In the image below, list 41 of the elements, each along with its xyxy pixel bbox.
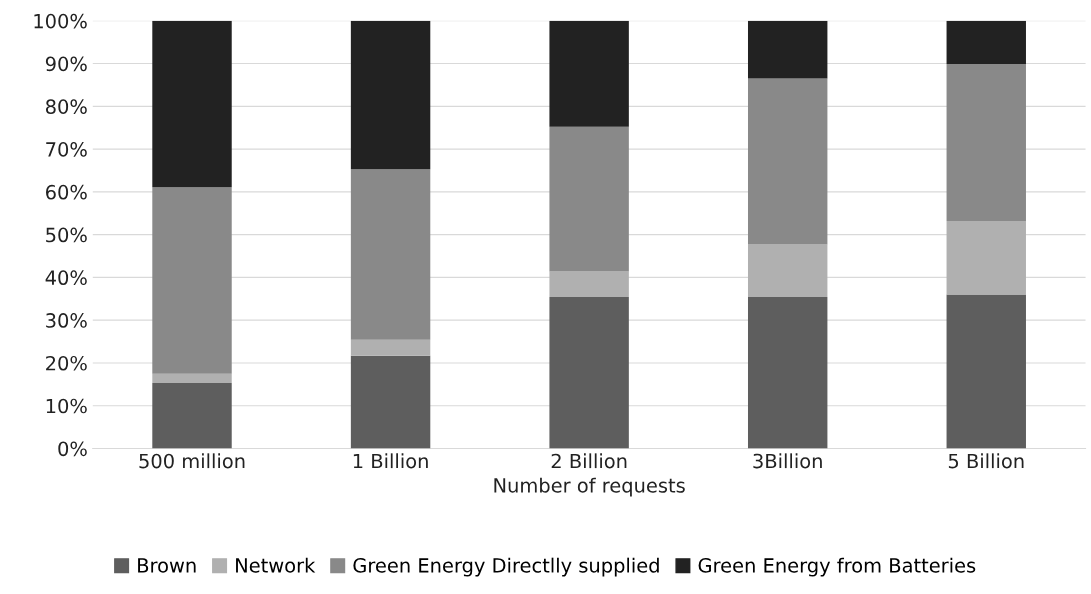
bar <box>549 271 629 298</box>
bar <box>152 383 232 449</box>
y-tick-label: 30% <box>46 313 87 328</box>
y-tick-label: 40% <box>45 270 87 286</box>
legend-label: Network <box>236 557 316 573</box>
bar <box>747 20 828 79</box>
y-tick-label: 80% <box>45 99 87 114</box>
legend-label: Brown <box>138 558 196 573</box>
bar <box>350 169 431 340</box>
bar <box>946 20 1026 64</box>
legend-label: Green Energy Directlly supplied <box>353 557 659 577</box>
x-tick-label: 3Billion <box>753 453 822 469</box>
y-tick-label: 0% <box>58 441 87 457</box>
bar <box>747 244 828 298</box>
x-tick-label: 1 Billion <box>353 453 428 469</box>
bar <box>549 126 629 272</box>
bar <box>350 355 431 449</box>
bar <box>152 373 232 384</box>
bar <box>350 20 431 170</box>
y-tick-label: 10% <box>46 398 87 414</box>
y-tick-label: 70% <box>46 142 87 157</box>
y-tick-label: 90% <box>45 56 87 72</box>
bar <box>549 20 629 127</box>
x-axis-title: Number of requests <box>494 477 685 497</box>
legend-label: Green Energy from Batteries <box>698 557 976 577</box>
bar <box>152 20 232 188</box>
y-tick-label: 50% <box>46 227 87 243</box>
bar <box>946 63 1026 221</box>
x-tick-label: 500 million <box>139 453 245 469</box>
y-tick-label: 100% <box>34 13 87 29</box>
bar <box>152 187 232 374</box>
bar <box>946 294 1026 449</box>
bar <box>549 297 629 449</box>
x-tick-label: 5 Billion <box>948 453 1024 469</box>
x-tick-label: 2 Billion <box>551 453 627 469</box>
bar <box>747 78 828 245</box>
bar <box>946 220 1026 295</box>
y-tick-label: 20% <box>46 355 87 371</box>
bar <box>747 297 828 449</box>
y-tick-label: 60% <box>46 184 87 200</box>
bar <box>350 339 431 356</box>
